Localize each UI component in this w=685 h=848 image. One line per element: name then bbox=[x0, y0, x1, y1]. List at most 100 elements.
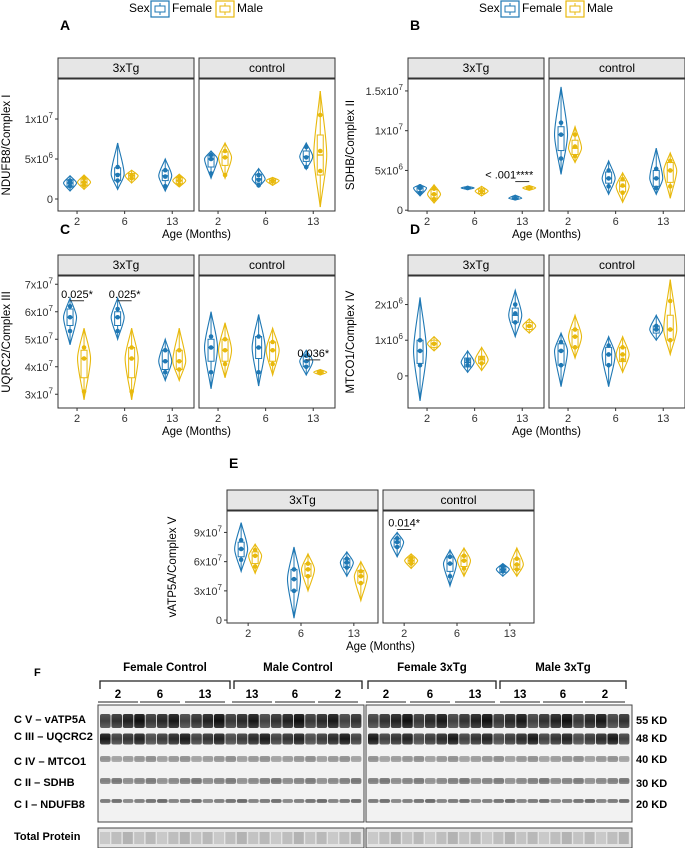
blot-band bbox=[607, 756, 618, 762]
panel-label: B bbox=[410, 17, 420, 33]
y-axis-label: vATP5A/Complex V bbox=[167, 516, 179, 617]
data-point bbox=[479, 355, 484, 361]
panel-label: C bbox=[60, 221, 70, 237]
blot-band bbox=[470, 778, 482, 784]
data-point bbox=[115, 328, 120, 334]
blot-band bbox=[122, 714, 134, 728]
blot-band bbox=[293, 714, 305, 728]
blot-bands bbox=[100, 714, 630, 803]
y-tick-label: 3x107 bbox=[194, 583, 223, 598]
data-point bbox=[129, 172, 134, 178]
blot-band bbox=[618, 733, 630, 745]
blot-band bbox=[561, 756, 573, 762]
blot-band bbox=[425, 799, 436, 803]
blot-band bbox=[550, 714, 561, 728]
x-tick-label: 13 bbox=[657, 216, 669, 228]
blot-band bbox=[168, 733, 179, 745]
blot-band bbox=[584, 799, 596, 803]
total-protein-lane bbox=[402, 832, 413, 844]
blot-age-label: 2 bbox=[115, 689, 121, 701]
data-point bbox=[431, 192, 437, 197]
total-protein-lane bbox=[271, 832, 281, 844]
facet-strip-label: 3xTg bbox=[113, 258, 140, 272]
data-point bbox=[252, 547, 258, 553]
blot-band bbox=[527, 778, 539, 784]
blot-band bbox=[282, 714, 293, 728]
total-protein-lane bbox=[282, 832, 293, 844]
total-protein-lane bbox=[596, 832, 606, 844]
blot-band bbox=[550, 733, 561, 745]
total-protein-lane bbox=[447, 832, 458, 844]
data-point bbox=[238, 557, 244, 562]
blot-group-label: Male Control bbox=[263, 662, 333, 674]
blot-band bbox=[134, 799, 145, 803]
facet-strip bbox=[548, 254, 685, 276]
y-tick-label: 2x106 bbox=[375, 297, 404, 312]
blot-band bbox=[379, 733, 390, 745]
blot-band bbox=[390, 799, 402, 803]
blot-headers: Female Control Male Control Female 3xTg Mal… bbox=[98, 662, 627, 703]
data-point bbox=[162, 183, 168, 189]
x-tick-label: 2 bbox=[215, 413, 221, 425]
data-point bbox=[176, 175, 182, 180]
y-axis-label: SDHB/Complex II bbox=[345, 100, 357, 190]
facet-strip bbox=[198, 57, 336, 79]
facet-strip bbox=[382, 489, 535, 511]
data-point bbox=[305, 561, 311, 566]
data-point bbox=[81, 183, 87, 188]
blot-band bbox=[504, 714, 516, 728]
box bbox=[557, 126, 565, 152]
blot-band bbox=[225, 778, 236, 784]
blot-band bbox=[328, 799, 339, 803]
blot-band bbox=[328, 756, 339, 762]
y-tick-label: 0 bbox=[397, 205, 403, 217]
data-point bbox=[667, 158, 673, 164]
total-protein-lane bbox=[179, 832, 190, 844]
data-point bbox=[461, 553, 467, 559]
blot-band bbox=[413, 733, 425, 745]
blot-band bbox=[214, 756, 225, 762]
x-tick-label: 2 bbox=[565, 413, 571, 425]
blot-band bbox=[459, 778, 470, 784]
x-tick-label: 6 bbox=[613, 413, 619, 425]
blot-band bbox=[179, 799, 191, 803]
data-point bbox=[417, 362, 423, 368]
blot-band bbox=[157, 756, 168, 762]
x-tick-label: 6 bbox=[263, 413, 269, 425]
data-point bbox=[303, 164, 309, 170]
data-point bbox=[653, 323, 659, 329]
data-point bbox=[176, 178, 182, 183]
blot-band bbox=[390, 756, 402, 762]
total-protein-left bbox=[97, 827, 365, 848]
blot-band bbox=[271, 756, 282, 762]
blot-band bbox=[504, 756, 516, 762]
blot-band bbox=[413, 714, 425, 728]
data-point bbox=[526, 323, 532, 329]
data-point bbox=[303, 144, 309, 150]
data-point bbox=[394, 535, 400, 541]
blot-band bbox=[550, 756, 561, 762]
blot-band bbox=[573, 778, 584, 784]
blot-age-label: 6 bbox=[157, 689, 163, 701]
blot-band bbox=[573, 733, 584, 745]
blot-band bbox=[459, 733, 470, 745]
blot-band-label: C V – vATP5A bbox=[14, 714, 86, 726]
panel-e: E 0 3x107 6x107 9x107 vATP5A/Complex V 3xTg 2 6 1… bbox=[167, 455, 535, 653]
blot-band bbox=[248, 756, 259, 762]
blot-band bbox=[191, 756, 202, 762]
blot-band bbox=[493, 714, 504, 728]
legend-title-2: Sex bbox=[479, 1, 500, 15]
blot-band bbox=[425, 733, 436, 745]
blot-band bbox=[493, 733, 504, 745]
x-axis-label: Age (Months) bbox=[162, 426, 231, 438]
blot-band bbox=[122, 778, 134, 784]
panel-label-f: F bbox=[34, 667, 41, 679]
blot-band bbox=[316, 756, 328, 762]
significance-label: 0.025* bbox=[109, 289, 142, 301]
x-tick-label: 13 bbox=[657, 413, 669, 425]
legend-top-left: Sex Female Male bbox=[129, 0, 263, 18]
blot-band bbox=[236, 733, 248, 745]
blot-band bbox=[225, 733, 236, 745]
data-point bbox=[512, 302, 518, 307]
blot-band bbox=[145, 733, 157, 745]
